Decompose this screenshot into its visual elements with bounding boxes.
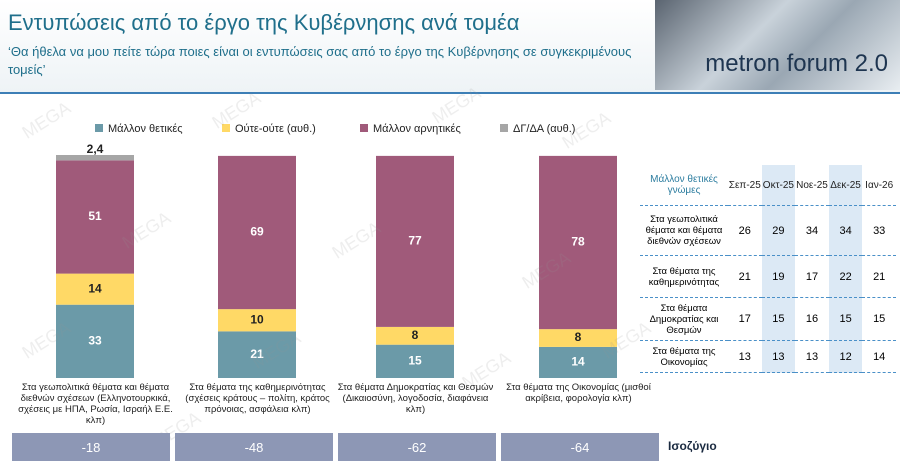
value-label: 69 xyxy=(250,225,264,239)
legend-label: Μάλλον αρνητικές xyxy=(373,123,461,135)
row-label: Στα θέματα της Οικονομίας xyxy=(640,340,728,373)
balance-value: -18 xyxy=(12,433,170,461)
legend-swatch xyxy=(500,124,508,132)
cell: 17 xyxy=(728,297,762,341)
cell: 19 xyxy=(761,255,796,298)
column-header: Νοε-25 xyxy=(795,165,829,206)
row-label: Στα θέματα της καθημερινότητας xyxy=(640,255,728,298)
category-label: Στα θέματα της Οικονομίας (μισθοί ακρίβε… xyxy=(506,382,651,404)
cell: 13 xyxy=(761,340,796,373)
cell: 17 xyxy=(795,255,829,298)
cell: 16 xyxy=(795,297,829,341)
header-row: Μάλλον θετικές γνώμες Σεπ-25 Οκτ-25 Νοε-25 Δ… xyxy=(640,165,896,206)
column-header: Οκτ-25 xyxy=(761,165,796,206)
cell: 21 xyxy=(728,255,762,298)
cell: 13 xyxy=(728,340,762,373)
value-label: 8 xyxy=(575,330,582,344)
table-row: Στα θέματα Δημοκρατίας και Θεσμών 17 15 16 1… xyxy=(640,297,896,341)
cell: 33 xyxy=(862,205,896,256)
balance-value: -48 xyxy=(175,433,333,461)
value-label: 51 xyxy=(88,209,102,223)
category-label: Στα θέματα Δημοκρατίας και Θεσμών (Δικαι… xyxy=(337,382,494,415)
bar-segment xyxy=(218,155,296,310)
cell: 15 xyxy=(828,297,863,341)
header: Εντυπώσεις από το έργο της Κυβέρνησης αν… xyxy=(0,0,900,94)
cell: 12 xyxy=(828,340,863,373)
bar-segment xyxy=(539,346,617,378)
bar-segment xyxy=(376,326,454,345)
table-header: Μάλλον θετικές γνώμες xyxy=(640,165,728,206)
cell: 22 xyxy=(828,255,863,298)
balance-value: -62 xyxy=(338,433,496,461)
logo-text: metron forum 2.0 xyxy=(705,50,888,77)
value-label: 78 xyxy=(571,235,585,249)
legend-swatch xyxy=(360,124,368,132)
cell: 29 xyxy=(761,205,796,256)
column-header: Ιαν-26 xyxy=(862,165,896,206)
value-label: 15 xyxy=(408,354,422,368)
table-row: Στα θέματα της Οικονομίας 13 13 13 12 14 xyxy=(640,340,896,373)
bar-segment xyxy=(56,304,134,378)
balance-value: -64 xyxy=(501,433,659,461)
bar-segment xyxy=(376,155,454,327)
value-label: 33 xyxy=(88,334,102,348)
bar-segment xyxy=(539,155,617,330)
legend-swatch xyxy=(95,124,103,132)
bar-segment xyxy=(56,160,134,274)
value-label: 8 xyxy=(412,328,419,342)
legend-label: ΔΓ/ΔΑ (αυθ.) xyxy=(513,123,575,135)
cell: 15 xyxy=(761,297,796,341)
logo: metron forum 2.0 xyxy=(655,0,900,90)
cell: 15 xyxy=(862,297,896,341)
legend-label: Μάλλον θετικές xyxy=(108,123,183,135)
row-label: Στα θέματα Δημοκρατίας και Θεσμών xyxy=(640,297,728,341)
value-label: 14 xyxy=(571,355,585,369)
category-label: Στα θέματα της καθημερινότητας (σχέσεις … xyxy=(185,382,330,415)
table-row: Στα γεωπολιτικά θέματα και θέματα διεθνώ… xyxy=(640,205,896,256)
row-label: Στα γεωπολιτικά θέματα και θέματα διεθνώ… xyxy=(640,205,728,256)
bar-segment xyxy=(218,309,296,332)
legend-label: Ούτε-ούτε (αυθ.) xyxy=(235,123,316,135)
bar-segment xyxy=(56,155,134,161)
value-label: 77 xyxy=(408,234,422,248)
value-label: 2,4 xyxy=(87,142,104,156)
value-label: 10 xyxy=(250,312,264,326)
table-row: Στα θέματα της καθημερινότητας 21 19 17 22 21 xyxy=(640,255,896,298)
cell: 34 xyxy=(795,205,829,256)
chart: Μάλλον θετικές Ούτε-ούτε (αυθ.) Μάλλον αρν… xyxy=(56,123,617,378)
column-header: Σεπ-25 xyxy=(728,165,762,206)
bar-segment xyxy=(218,331,296,378)
legend-swatch xyxy=(222,124,230,132)
value-label: 14 xyxy=(88,281,102,295)
data-table: Μάλλον θετικές γνώμες Σεπ-25 Οκτ-25 Νοε-25 Δ… xyxy=(640,165,896,373)
cell: 14 xyxy=(862,340,896,373)
cell: 13 xyxy=(795,340,829,373)
title: Εντυπώσεις από το έργο της Κυβέρνησης αν… xyxy=(8,10,520,35)
bar-segment xyxy=(376,344,454,378)
bar-segment xyxy=(56,273,134,305)
category-label: Στα γεωπολιτικά θέματα και θέματα διεθνώ… xyxy=(18,382,173,426)
column-header: Δεκ-25 xyxy=(828,165,863,206)
cell: 26 xyxy=(728,205,762,256)
bar-segment xyxy=(539,329,617,347)
balance-label: Ισοζύγιο xyxy=(668,439,717,453)
cell: 21 xyxy=(862,255,896,298)
cell: 34 xyxy=(828,205,863,256)
subtitle: ‘Θα ήθελα να μου πείτε τώρα ποιες είναι … xyxy=(8,44,632,77)
value-label: 21 xyxy=(250,347,264,361)
